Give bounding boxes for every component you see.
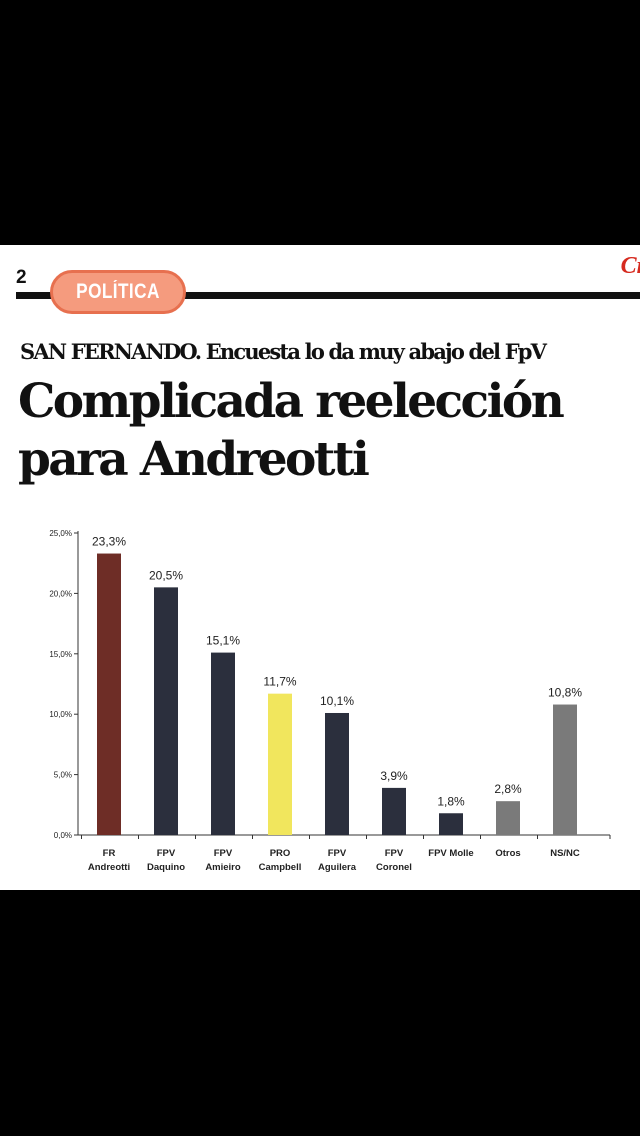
data-label: 3,9% xyxy=(380,769,408,783)
category-label: Campbell xyxy=(259,862,302,873)
category-label: Aguilera xyxy=(318,862,357,873)
bar xyxy=(325,712,349,835)
category-label: FPV xyxy=(157,848,176,859)
newspaper-logo: Cr xyxy=(620,253,640,279)
bar xyxy=(97,553,121,835)
category-label: FPV xyxy=(214,848,233,859)
y-tick-label: 0,0% xyxy=(54,831,72,840)
category-label: Coronel xyxy=(376,862,412,873)
bar xyxy=(382,787,406,835)
bar xyxy=(439,813,463,835)
newspaper-clipping: 2 POLÍTICA Cr SAN FERNANDO. Encuesta lo … xyxy=(0,245,640,890)
section-badge: POLÍTICA xyxy=(50,270,186,314)
category-label: NS/NC xyxy=(550,848,580,859)
category-label: Amieiro xyxy=(205,862,241,873)
headline-line-1: Complicada reelección xyxy=(18,374,565,429)
category-label: Daquino xyxy=(147,862,185,873)
chart-bars xyxy=(97,553,577,835)
data-label: 20,5% xyxy=(149,568,183,582)
data-label: 10,1% xyxy=(320,694,354,708)
data-label: 11,7% xyxy=(263,675,296,689)
bar xyxy=(553,704,577,835)
bar xyxy=(154,587,178,835)
y-tick-label: 15,0% xyxy=(49,650,72,659)
data-label: 10,8% xyxy=(548,686,582,700)
data-label: 2,8% xyxy=(494,782,522,796)
category-label: PRO xyxy=(270,848,291,859)
y-tick-label: 20,0% xyxy=(49,589,72,598)
category-label: Otros xyxy=(495,848,520,859)
category-label: FPV Molle xyxy=(428,848,473,859)
category-label: FPV xyxy=(328,848,347,859)
bar xyxy=(496,801,520,835)
section-rule xyxy=(16,292,640,299)
chart-labels: 23,3% FR Andreotti 20,5% FPV Daquino 15,1% FPV A… xyxy=(88,535,582,873)
bar xyxy=(268,693,292,835)
bar-chart: 0,0% 5,0% 10,0% 15,0% 20,0% 25,0% 23,3% FR Andr… xyxy=(49,529,611,873)
data-label: 1,8% xyxy=(437,794,465,808)
y-tick-label: 5,0% xyxy=(54,771,72,780)
category-label: FPV xyxy=(385,848,404,859)
headline-line-2: para Andreotti xyxy=(18,432,370,487)
bar xyxy=(211,652,235,835)
kicker: SAN FERNANDO. Encuesta lo da muy abajo d… xyxy=(20,339,547,364)
y-tick-label: 25,0% xyxy=(49,529,72,538)
category-label: Andreotti xyxy=(88,862,130,873)
data-label: 23,3% xyxy=(92,535,126,549)
headline: Complicada reelección para Andreotti xyxy=(18,373,638,489)
y-tick-label: 10,0% xyxy=(49,710,72,719)
category-label: FR xyxy=(103,848,116,859)
section-label: POLÍTICA xyxy=(76,280,160,303)
page-number: 2 xyxy=(16,267,27,288)
data-label: 15,1% xyxy=(206,634,240,648)
